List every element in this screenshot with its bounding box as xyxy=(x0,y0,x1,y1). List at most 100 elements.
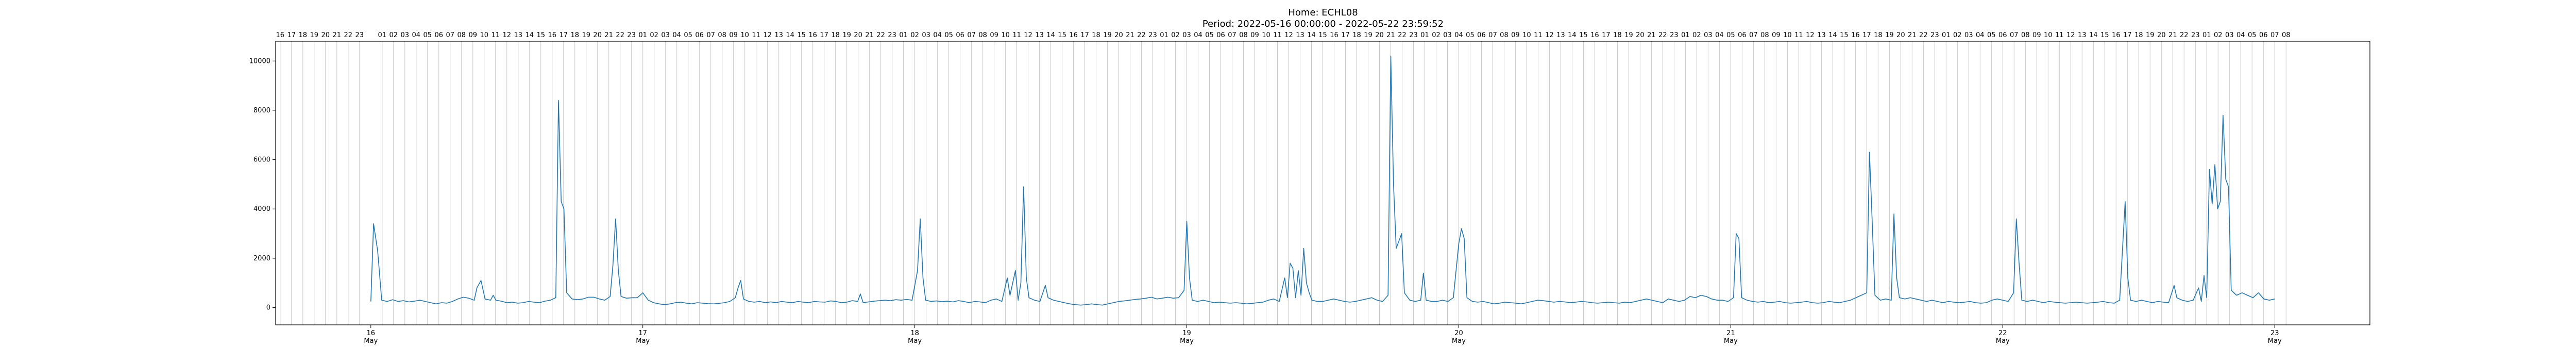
hour-label: 06 xyxy=(1477,31,1486,39)
hour-label: 08 xyxy=(978,31,987,39)
hour-label: 04 xyxy=(1976,31,1985,39)
hour-label: 06 xyxy=(695,31,704,39)
hour-label: 18 xyxy=(1352,31,1361,39)
hour-label: 03 xyxy=(400,31,409,39)
hour-label: 01 xyxy=(1160,31,1168,39)
y-tick-label: 2000 xyxy=(253,255,270,262)
hour-label: 21 xyxy=(333,31,342,39)
hour-label: 07 xyxy=(1749,31,1758,39)
hour-label: 15 xyxy=(2100,31,2109,39)
hour-label: 16 xyxy=(2112,31,2121,39)
hour-label: 13 xyxy=(1817,31,1826,39)
hour-label: 09 xyxy=(729,31,738,39)
hour-label: 09 xyxy=(990,31,998,39)
hour-label: 13 xyxy=(1556,31,1565,39)
hour-label: 18 xyxy=(1092,31,1100,39)
chart-subtitle: Period: 2022-05-16 00:00:00 - 2022-05-22… xyxy=(1202,19,1444,29)
hour-label: 23 xyxy=(888,31,896,39)
hour-label: 07 xyxy=(2010,31,2019,39)
hour-label: 23 xyxy=(1670,31,1679,39)
hour-label: 18 xyxy=(1613,31,1622,39)
hour-label: 20 xyxy=(321,31,330,39)
hour-label: 19 xyxy=(1624,31,1633,39)
hour-label: 13 xyxy=(2078,31,2087,39)
hour-label: 17 xyxy=(820,31,828,39)
hour-label: 02 xyxy=(1171,31,1180,39)
hour-label: 22 xyxy=(1658,31,1667,39)
hour-label: 14 xyxy=(1828,31,1837,39)
x-tick-month: May xyxy=(364,337,378,345)
hour-label: 11 xyxy=(752,31,760,39)
hour-label: 20 xyxy=(593,31,602,39)
hour-label: 15 xyxy=(1318,31,1327,39)
hour-label: 12 xyxy=(2066,31,2075,39)
x-tick-day: 19 xyxy=(1182,329,1191,337)
hour-label: 14 xyxy=(1568,31,1577,39)
hour-label: 17 xyxy=(1341,31,1350,39)
hour-label: 23 xyxy=(2191,31,2200,39)
x-tick-month: May xyxy=(2268,337,2282,345)
hour-label: 08 xyxy=(1760,31,1769,39)
hour-label: 06 xyxy=(2259,31,2268,39)
hour-label: 04 xyxy=(412,31,420,39)
hour-label: 02 xyxy=(1432,31,1440,39)
hour-label: 01 xyxy=(1942,31,1951,39)
hour-label: 01 xyxy=(899,31,908,39)
hour-label: 05 xyxy=(423,31,432,39)
hour-label: 18 xyxy=(2134,31,2143,39)
x-tick-day: 20 xyxy=(1454,329,1463,337)
hour-label: 18 xyxy=(1874,31,1883,39)
hour-label: 01 xyxy=(378,31,386,39)
hour-label: 17 xyxy=(287,31,296,39)
hour-label: 19 xyxy=(582,31,590,39)
hour-label: 08 xyxy=(2021,31,2030,39)
hour-label: 22 xyxy=(1137,31,1146,39)
hour-label: 13 xyxy=(774,31,783,39)
hour-label: 07 xyxy=(2270,31,2279,39)
hour-label: 18 xyxy=(831,31,840,39)
hour-label: 21 xyxy=(1126,31,1134,39)
hour-label: 19 xyxy=(2146,31,2155,39)
hour-label: 02 xyxy=(1953,31,1962,39)
hour-label: 10 xyxy=(1001,31,1010,39)
hour-label: 17 xyxy=(1080,31,1089,39)
hour-label: 20 xyxy=(1114,31,1123,39)
chart-title: Home: ECHL08 xyxy=(1288,7,1358,18)
hour-label: 21 xyxy=(2168,31,2177,39)
hour-label: 10 xyxy=(1262,31,1270,39)
hour-label: 03 xyxy=(1182,31,1191,39)
hour-label: 21 xyxy=(1386,31,1395,39)
y-tick-label: 8000 xyxy=(253,107,270,114)
hour-label: 02 xyxy=(2214,31,2223,39)
hour-label: 07 xyxy=(1228,31,1236,39)
hour-label: 06 xyxy=(1738,31,1747,39)
hour-label: 14 xyxy=(786,31,794,39)
hour-label: 22 xyxy=(876,31,885,39)
hour-label: 02 xyxy=(910,31,919,39)
hour-label: 22 xyxy=(344,31,353,39)
hour-label: 12 xyxy=(1806,31,1815,39)
hour-label: 07 xyxy=(446,31,454,39)
hour-label: 15 xyxy=(1579,31,1588,39)
hour-label: 03 xyxy=(1443,31,1452,39)
hour-label: 03 xyxy=(922,31,930,39)
hour-label: 22 xyxy=(616,31,624,39)
hour-grid xyxy=(280,41,2286,325)
hour-label: 10 xyxy=(2044,31,2053,39)
hour-label: 15 xyxy=(1840,31,1849,39)
hour-label: 03 xyxy=(1704,31,1713,39)
hour-label: 08 xyxy=(1500,31,1509,39)
hour-label: 21 xyxy=(1908,31,1917,39)
hour-label: 23 xyxy=(627,31,636,39)
y-tick-label: 10000 xyxy=(249,57,270,65)
hour-label: 09 xyxy=(1250,31,1259,39)
hour-label: 05 xyxy=(2248,31,2257,39)
hour-label: 07 xyxy=(1488,31,1497,39)
x-tick-day: 18 xyxy=(910,329,919,337)
hour-label: 10 xyxy=(1522,31,1531,39)
hour-label: 06 xyxy=(434,31,443,39)
hour-label: 21 xyxy=(604,31,613,39)
hour-label: 09 xyxy=(1772,31,1781,39)
hour-label: 19 xyxy=(842,31,851,39)
